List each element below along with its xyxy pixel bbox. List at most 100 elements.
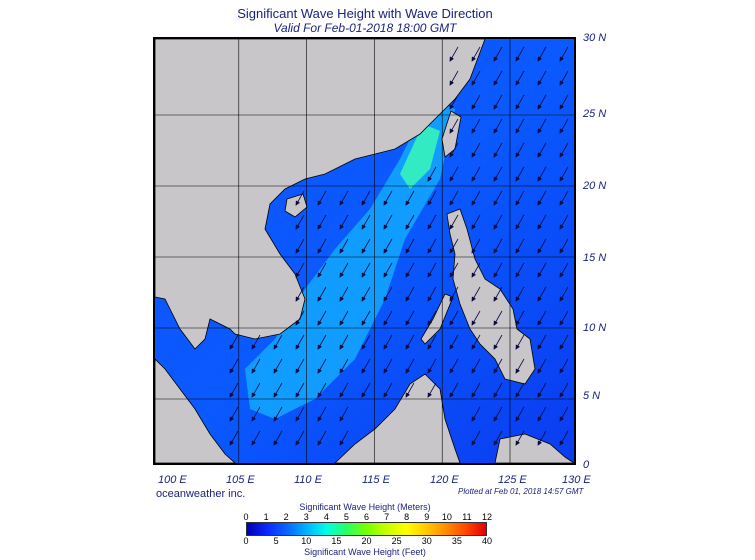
plotted-timestamp: Plotted at Feb 01, 2018 14:57 GMT — [458, 487, 584, 496]
wave-arrow — [471, 430, 481, 446]
wave-arrow — [405, 190, 415, 206]
wave-arrow — [471, 118, 481, 134]
wave-arrow — [383, 358, 393, 374]
wave-arrow — [559, 190, 569, 206]
wave-arrow — [449, 358, 459, 374]
meters-tick: 11 — [462, 512, 472, 522]
wave-arrow — [493, 382, 503, 398]
wave-arrow — [405, 382, 415, 398]
wave-arrow — [559, 142, 569, 158]
legend-meters-ticks: 0 1 2 3 4 5 6 7 8 9 10 11 12 — [243, 512, 492, 524]
wave-arrow — [515, 262, 525, 278]
wave-arrow — [427, 310, 437, 326]
wave-arrow — [405, 286, 415, 302]
wave-direction-arrows — [229, 46, 569, 446]
wave-arrow — [471, 46, 481, 62]
wave-arrow — [317, 406, 327, 422]
wave-arrow — [559, 334, 569, 350]
lon-label-105e: 105 E — [226, 474, 255, 486]
wave-arrow — [317, 430, 327, 446]
wave-map[interactable] — [153, 37, 576, 465]
wave-arrow — [493, 166, 503, 182]
wave-arrow — [515, 166, 525, 182]
lat-label-5n: 5 N — [583, 390, 601, 402]
wave-arrow — [449, 190, 459, 206]
wave-arrow — [295, 262, 305, 278]
lat-label-15n: 15 N — [583, 252, 607, 264]
wave-arrow — [405, 214, 415, 230]
wave-arrow — [317, 214, 327, 230]
wave-arrow — [471, 310, 481, 326]
wave-arrow — [339, 358, 349, 374]
wave-arrow — [251, 382, 261, 398]
wave-arrow — [537, 70, 547, 86]
valid-time: Valid For Feb-01-2018 18:00 GMT — [273, 21, 457, 35]
wave-arrow — [559, 46, 569, 62]
wave-arrow — [449, 94, 459, 110]
wave-arrow — [339, 286, 349, 302]
wave-arrow — [449, 118, 459, 134]
wave-arrow — [405, 262, 415, 278]
wave-arrow — [427, 382, 437, 398]
high-wave-zone — [245, 99, 455, 419]
wave-arrow — [515, 286, 525, 302]
wave-arrow — [339, 238, 349, 254]
wave-arrow — [559, 166, 569, 182]
wave-arrow — [559, 238, 569, 254]
wave-arrow — [427, 166, 437, 182]
wave-arrow — [339, 310, 349, 326]
wave-arrow — [515, 310, 525, 326]
lon-label-115e: 115 E — [362, 474, 390, 486]
wave-arrow — [295, 430, 305, 446]
wave-arrow — [273, 358, 283, 374]
wave-arrow — [383, 238, 393, 254]
peak-wave-zone — [400, 124, 440, 189]
wave-arrow — [493, 358, 503, 374]
wave-arrow — [559, 430, 569, 446]
meters-tick: 8 — [404, 512, 410, 522]
wave-arrow — [405, 310, 415, 326]
wave-arrow — [273, 406, 283, 422]
mainland-asia — [155, 39, 486, 350]
lat-label-30n: 30 N — [583, 32, 607, 44]
wave-arrow — [537, 358, 547, 374]
wave-arrow — [251, 358, 261, 374]
wave-arrow — [515, 358, 525, 374]
wave-arrow — [449, 214, 459, 230]
meters-tick: 2 — [283, 512, 289, 522]
wave-arrow — [537, 190, 547, 206]
wave-arrow — [515, 430, 525, 446]
philippines — [446, 208, 536, 385]
wave-arrow — [295, 334, 305, 350]
wave-arrow — [537, 430, 547, 446]
wave-arrow — [515, 118, 525, 134]
wave-arrow — [493, 46, 503, 62]
feet-tick: 40 — [481, 536, 493, 546]
wave-arrow — [449, 262, 459, 278]
wave-arrow — [383, 214, 393, 230]
wave-arrow — [273, 430, 283, 446]
wave-arrow — [427, 214, 437, 230]
meters-tick: 3 — [303, 512, 309, 522]
feet-tick: 0 — [243, 536, 249, 546]
wave-arrow — [317, 334, 327, 350]
wave-arrow — [471, 70, 481, 86]
wave-arrow — [471, 334, 481, 350]
wave-arrow — [273, 382, 283, 398]
wave-arrow — [471, 382, 481, 398]
wave-arrow — [295, 190, 305, 206]
wave-arrow — [383, 334, 393, 350]
wave-arrow — [559, 94, 569, 110]
wave-arrow — [493, 430, 503, 446]
wave-arrow — [339, 382, 349, 398]
wave-arrow — [361, 310, 371, 326]
feet-tick: 35 — [451, 536, 462, 546]
wave-arrow — [493, 310, 503, 326]
meters-tick: 5 — [343, 512, 349, 522]
legend-colorbar — [246, 522, 487, 536]
wave-arrow — [449, 142, 459, 158]
wave-arrow — [559, 118, 569, 134]
wave-arrow — [405, 238, 415, 254]
wave-arrow — [361, 334, 371, 350]
sulawesi — [494, 433, 574, 463]
